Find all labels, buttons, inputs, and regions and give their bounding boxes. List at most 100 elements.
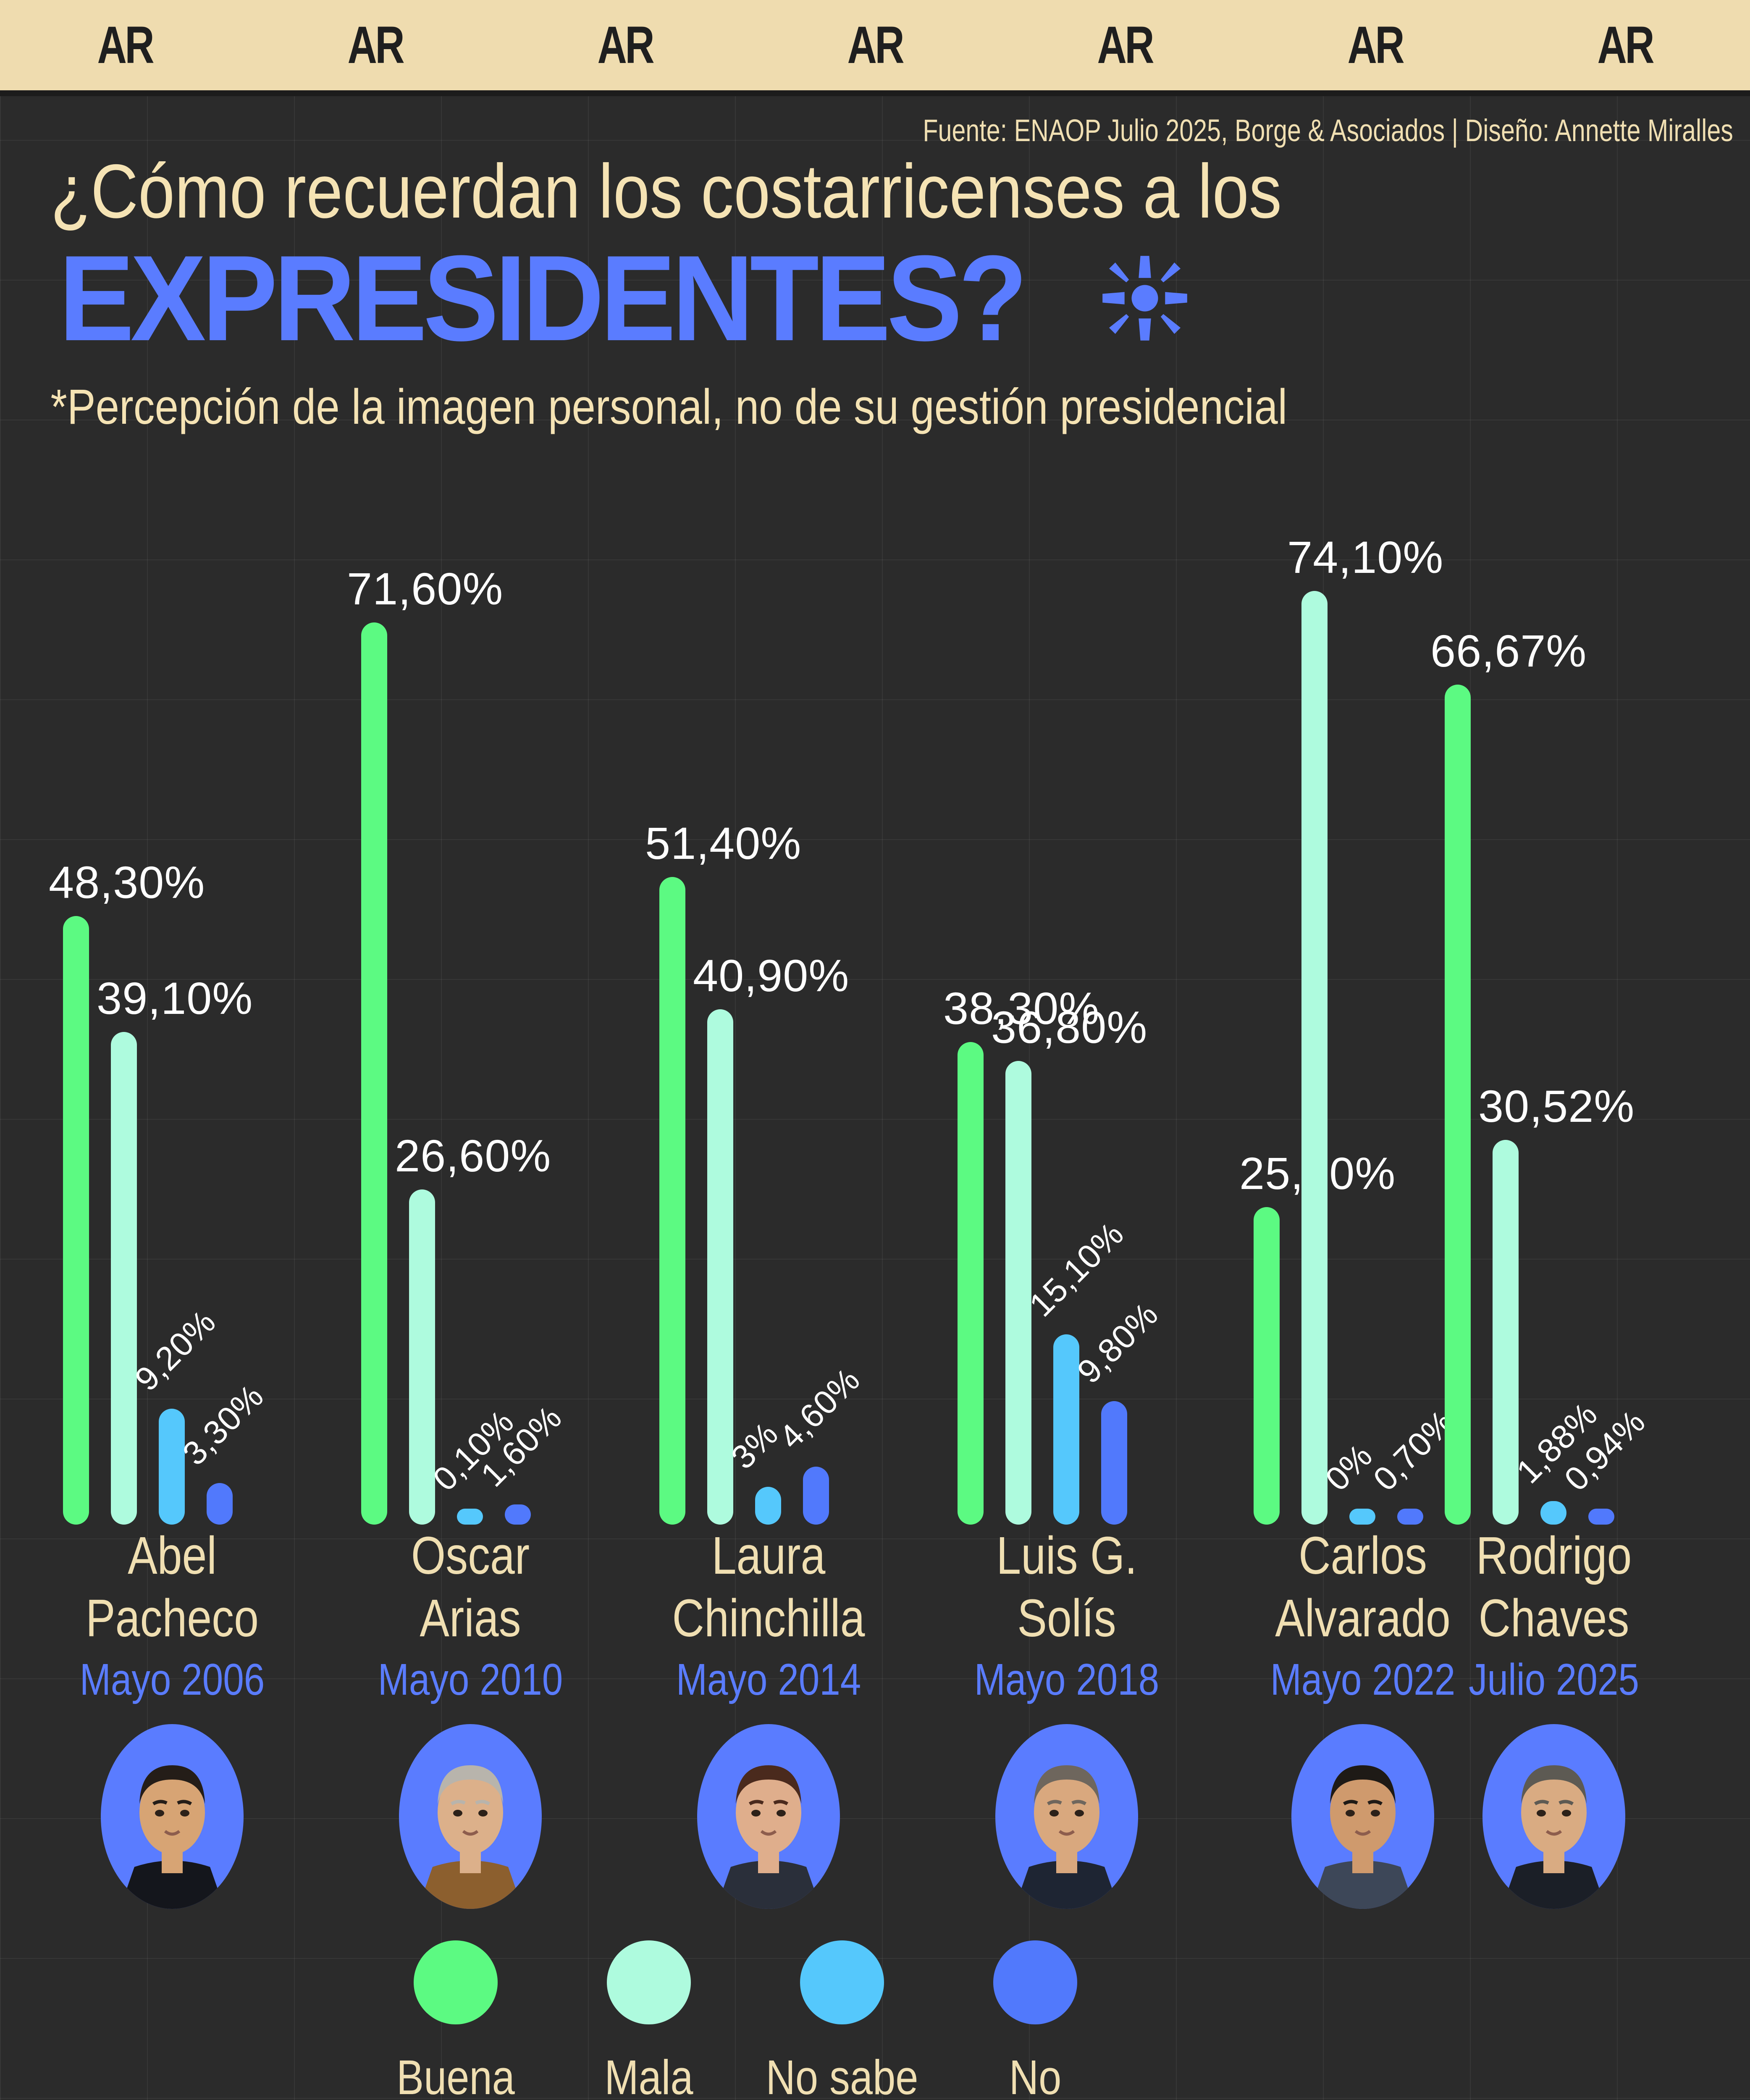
ar-logo-icon: AR [97, 16, 155, 74]
bar-no-sabe-quién-es [1540, 1501, 1566, 1525]
president-avatar [1291, 1724, 1434, 1909]
president-label: Oscar Arias Mayo 2010 [323, 1525, 617, 1705]
bar-no-responde [803, 1467, 829, 1525]
president-date: Mayo 2010 [378, 1655, 563, 1705]
bar-no-responde [1397, 1509, 1423, 1525]
ar-logo-icon: AR [1597, 16, 1655, 74]
bar-buena [958, 1042, 984, 1525]
bar-value-label: 38,30% [943, 983, 1100, 1034]
legend-swatch-icon [993, 1940, 1077, 2024]
ar-logo-icon: AR [1347, 16, 1404, 74]
president-first-name: Carlos [1299, 1526, 1427, 1585]
bar-value-label: 9,20% [127, 1302, 223, 1398]
legend-label: Mala [604, 2050, 693, 2100]
bar-value-label: 15,10% [1022, 1215, 1131, 1324]
president-label: Carlos Alvarado Mayo 2022 [1216, 1525, 1510, 1705]
legend-item[interactable]: Buena [359, 1940, 552, 2100]
bar-no-responde [1588, 1509, 1614, 1525]
legend-item[interactable]: No sabe quién es [745, 1940, 939, 2100]
president-last-name: Solís [1017, 1588, 1116, 1648]
president-last-name: Arias [420, 1588, 521, 1648]
legend-item[interactable]: No responde [939, 1940, 1132, 2100]
bar-chart: 48,30% 39,10% 9,20% 3,30% 71,60% 26,60% 0,10% 1… [0, 517, 1750, 1525]
chart-legend: Buena Mala No sabe quién es No responde [0, 1940, 1750, 2100]
bar-mala [409, 1189, 435, 1525]
bar-value-label: 71,60% [347, 563, 504, 614]
bar-mala [1493, 1140, 1519, 1525]
president-last-name: Pacheco [86, 1588, 259, 1648]
president-last-name: Chinchilla [672, 1588, 865, 1648]
avatar-face-icon [120, 1765, 225, 1909]
president-date: Mayo 2014 [676, 1655, 861, 1705]
bar-value-label: 36,80% [991, 1002, 1148, 1053]
president-label: Abel Pacheco Mayo 2006 [25, 1525, 319, 1705]
bar-buena [361, 622, 387, 1525]
president-label: Laura Chinchilla Mayo 2014 [622, 1525, 916, 1705]
page-title-line1: ¿Cómo recuerdan los costarricenses a los [50, 148, 1282, 234]
bar-no-sabe-quién-es [159, 1409, 185, 1525]
president-date: Mayo 2022 [1270, 1655, 1456, 1705]
president-last-name: Alvarado [1275, 1588, 1451, 1648]
president-date: Julio 2025 [1469, 1655, 1639, 1705]
bar-no-sabe-quién-es [457, 1509, 483, 1525]
bar-value-label: 40,90% [693, 950, 850, 1001]
president-avatar [101, 1724, 244, 1909]
bar-no-responde [505, 1504, 531, 1525]
bar-no-sabe-quién-es [1349, 1509, 1375, 1525]
ar-logo-icon: AR [1097, 16, 1154, 74]
bar-value-label: 9,80% [1070, 1295, 1165, 1391]
page-title-line2-row: EXPRESIDENTES? [0, 237, 1750, 359]
title-block: ¿Cómo recuerdan los costarricenses a los… [0, 151, 1750, 436]
president-label: Rodrigo Chaves Julio 2025 [1407, 1525, 1701, 1705]
bar-no-sabe-quién-es [1053, 1334, 1079, 1525]
bar-value-label: 30,52% [1478, 1081, 1635, 1132]
legend-label: No responde [1009, 2050, 1062, 2100]
president-first-name: Luis G. [996, 1526, 1137, 1585]
bar-mala [1005, 1061, 1031, 1525]
bar-value-label: 66,67% [1430, 625, 1587, 676]
ar-logo-icon: AR [347, 16, 404, 74]
legend-label: No sabe quién es [766, 2050, 918, 2100]
brand-header-bar: AR AR AR AR AR AR AR [0, 0, 1750, 90]
president-first-name: Rodrigo [1476, 1526, 1632, 1585]
president-last-name: Chaves [1478, 1588, 1629, 1648]
bar-value-label: 39,10% [97, 973, 253, 1024]
bar-value-label: 4,60% [771, 1360, 867, 1456]
bar-value-label: 3,30% [175, 1377, 271, 1473]
source-credit: Fuente: ENAOP Julio 2025, Borge & Asocia… [923, 113, 1734, 148]
president-name-row: Abel Pacheco Mayo 2006 Oscar Arias Mayo 2010 L… [0, 1525, 1750, 1722]
legend-swatch-icon [800, 1940, 884, 2024]
bar-no-sabe-quién-es [755, 1487, 781, 1525]
president-first-name: Abel [128, 1526, 217, 1585]
bar-buena [1445, 684, 1471, 1525]
president-date: Mayo 2006 [79, 1655, 265, 1705]
bar-value-label: 74,10% [1287, 532, 1444, 583]
legend-swatch-icon [414, 1940, 498, 2024]
bar-mala [707, 1009, 733, 1525]
ar-logo-icon: AR [597, 16, 654, 74]
president-first-name: Laura [711, 1526, 826, 1585]
president-first-name: Oscar [411, 1526, 530, 1585]
bar-buena [659, 877, 685, 1525]
president-avatar [995, 1724, 1138, 1909]
page-subtitle: *Percepción de la imagen personal, no de… [50, 379, 1288, 435]
bar-value-label: 51,40% [645, 818, 802, 869]
president-label: Luis G. Solís Mayo 2018 [920, 1525, 1214, 1705]
president-date: Mayo 2018 [974, 1655, 1160, 1705]
legend-item[interactable]: Mala [552, 1940, 745, 2100]
bar-buena [1254, 1207, 1280, 1525]
sunburst-asterisk-icon [1102, 256, 1187, 341]
bar-value-label: 48,30% [49, 857, 205, 908]
portrait-row [0, 1724, 1750, 1922]
bar-no-responde [1101, 1401, 1127, 1525]
president-avatar [399, 1724, 542, 1909]
avatar-face-icon [1310, 1765, 1415, 1909]
bar-no-responde [207, 1483, 233, 1525]
legend-swatch-icon [607, 1940, 691, 2024]
page-title-highlight: EXPRESIDENTES? [59, 230, 1028, 367]
bar-mala [111, 1032, 137, 1525]
bar-value-label: 26,60% [395, 1130, 551, 1181]
legend-label: Buena [396, 2050, 515, 2100]
avatar-face-icon [1014, 1765, 1119, 1909]
president-avatar [697, 1724, 840, 1909]
